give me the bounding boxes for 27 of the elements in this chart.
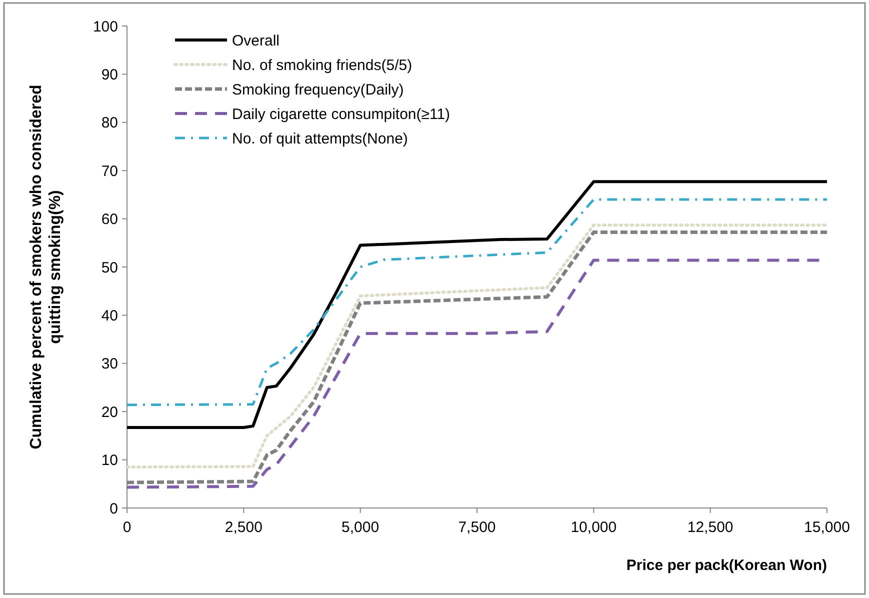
legend-label: No. of quit attempts(None)	[232, 130, 408, 148]
x-tick-label: 5,000	[342, 519, 380, 536]
x-tick-label: 7,500	[458, 519, 496, 536]
y-tick-label: 90	[101, 66, 118, 84]
y-tick-label: 60	[101, 211, 118, 228]
y-tick-label: 0	[110, 500, 118, 518]
y-tick-label: 20	[101, 404, 118, 421]
legend-label: Smoking frequency(Daily)	[232, 81, 404, 98]
x-tick-label: 15,000	[804, 519, 850, 536]
y-tick-label: 80	[101, 114, 118, 132]
y-tick-label: 10	[101, 452, 118, 470]
x-tick-label: 10,000	[570, 519, 617, 536]
line-series	[126, 180, 828, 430]
legend-label: Overall	[232, 32, 280, 50]
line-series	[126, 198, 828, 406]
x-tick-label: 12,500	[687, 519, 734, 536]
legend-label: Daily cigarette consumpiton(≥11)	[232, 106, 450, 123]
y-tick-label: 30	[101, 356, 118, 373]
x-axis-title: Price per pack(Korean Won)	[626, 557, 827, 574]
y-tick-label: 40	[101, 307, 118, 324]
y-axis-title: Cumulative percent of smokers who considered quitting smoking(%)	[28, 84, 64, 450]
x-tick-label: 2,500	[224, 519, 262, 536]
legend-label: No. of smoking friends(5/5)	[232, 56, 412, 74]
x-tick-label: 0	[122, 519, 132, 536]
y-tick-label: 50	[101, 259, 118, 276]
y-tick-label: 100	[92, 18, 118, 36]
y-tick-label: 70	[101, 162, 118, 180]
